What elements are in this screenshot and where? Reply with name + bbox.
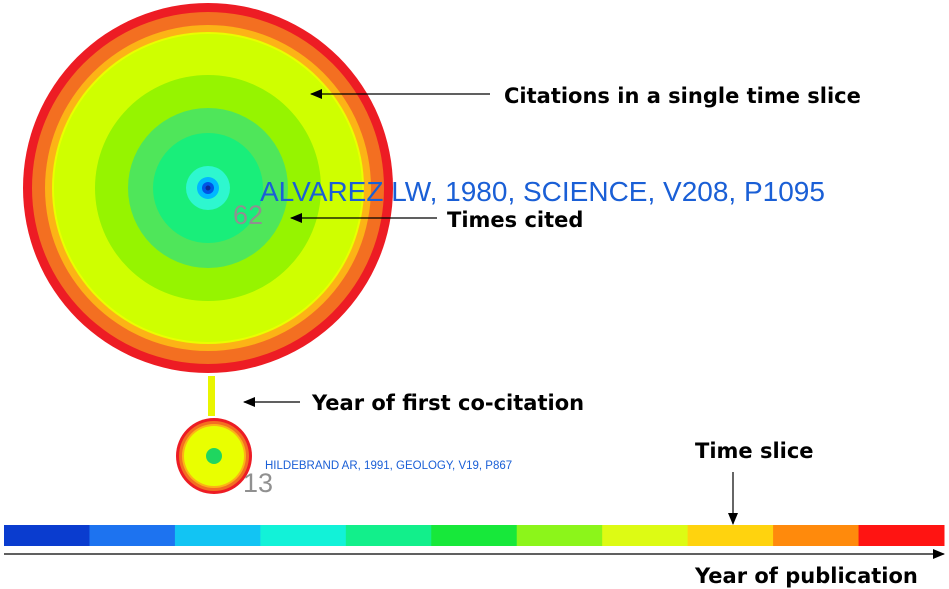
annotation-first-cocitation: Year of first co-citation [311,391,584,415]
small-node-rings[interactable] [176,418,252,494]
small-node-ring [206,448,222,464]
small-node-label[interactable]: HILDEBRAND AR, 1991, GEOLOGY, V19, P867 [265,460,512,472]
large-node-label[interactable]: ALVAREZ LW, 1980, SCIENCE, V208, P1095 [260,176,825,207]
annotation-year-publication: Year of publication [694,564,918,588]
co-citation-link [208,376,215,416]
time-slice-segment [858,525,945,546]
time-slice-segment [345,525,432,546]
time-slice-segment [4,525,90,546]
annotation-times-cited: Times cited [447,208,583,232]
time-slice-segment [431,525,518,546]
small-node-times-cited: 13 [243,468,273,498]
time-slice-segment [89,525,176,546]
annotation-time-slice: Time slice [695,439,814,463]
time-slice-bar [4,525,945,546]
annotation-citations-slice: Citations in a single time slice [504,84,861,108]
time-slice-segment [602,525,689,546]
time-slice-segment [773,525,860,546]
large-node-rings[interactable] [23,3,393,373]
large-node-times-cited: 62 [233,200,263,230]
time-slice-segment [260,525,347,546]
time-slice-segment [174,525,261,546]
time-slice-segment [516,525,603,546]
time-slice-segment [687,525,774,546]
large-node-center [205,185,211,191]
